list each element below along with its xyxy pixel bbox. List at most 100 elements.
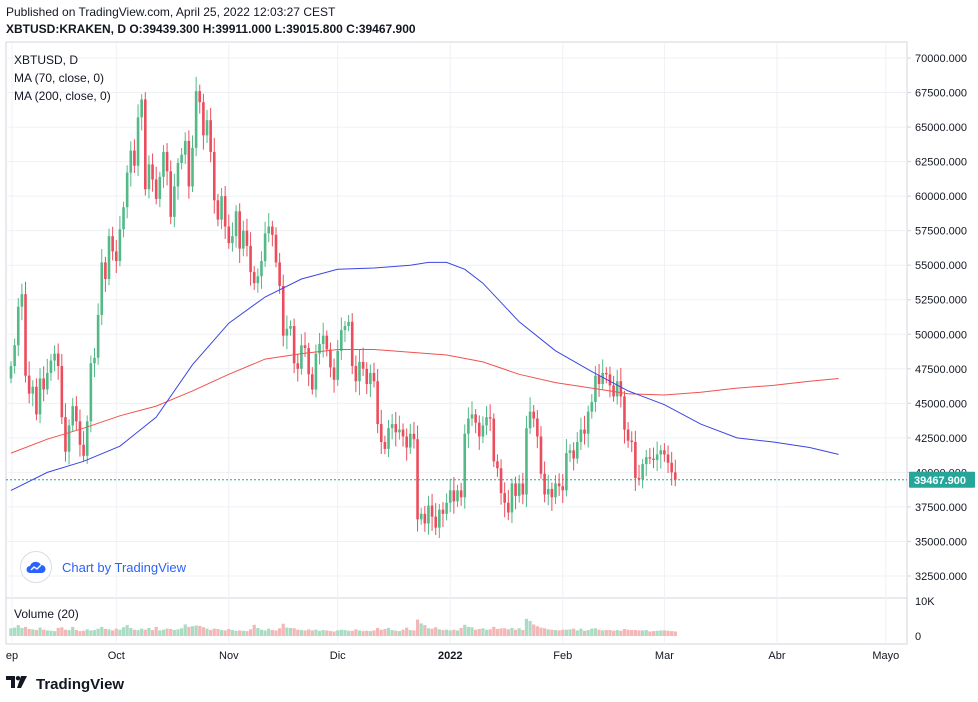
candle-body (514, 483, 517, 496)
volume-bar (252, 624, 256, 636)
volume-bar (586, 630, 590, 636)
y-tick-label: 55000.000 (915, 260, 967, 272)
candle-body (507, 502, 510, 513)
candle-body (488, 417, 492, 419)
volume-bar (74, 630, 78, 636)
ma70-legend[interactable]: MA (70, close, 0) (14, 71, 105, 85)
ma200-legend[interactable]: MA (200, close, 0) (14, 89, 111, 103)
candle-body (191, 147, 194, 187)
volume-legend[interactable]: Volume (20) (14, 607, 79, 621)
x-tick-label: 2022 (438, 650, 462, 662)
volume-bar (169, 629, 173, 636)
candle-body (583, 429, 586, 434)
candle-body (329, 349, 332, 368)
volume-bar (241, 630, 245, 636)
volume-bar (89, 630, 93, 636)
y-tick-label: 52500.000 (915, 295, 967, 307)
tradingview-logo-icon (6, 675, 30, 693)
y-tick-label: 32500.000 (915, 571, 967, 583)
volume-bar (346, 630, 351, 636)
volume-bar (350, 630, 354, 636)
candle-body (510, 483, 514, 513)
volume-bar (132, 629, 137, 636)
volume-bar (528, 620, 532, 636)
volume-bar (474, 629, 478, 636)
candle-body (575, 442, 579, 459)
volume-bar (484, 629, 489, 636)
volume-bar (85, 629, 89, 636)
volume-bar (354, 629, 358, 636)
volume-bar (488, 629, 492, 636)
candle-body (220, 196, 223, 220)
candle-body (532, 411, 536, 419)
volume-bar (103, 629, 107, 636)
volume-bar (129, 627, 133, 636)
volume-bar (82, 630, 86, 636)
volume-bar (299, 630, 303, 636)
volume-tick-label: 10K (915, 596, 935, 608)
candle-body (281, 285, 285, 336)
volume-bar (332, 631, 336, 636)
candle-body (626, 429, 630, 441)
candle-body (590, 401, 594, 412)
volume-bar (459, 627, 463, 636)
x-tick-label: Mayo (872, 650, 899, 662)
candle-body (173, 186, 176, 217)
volume-bar (212, 628, 216, 636)
tradingview-footer-logo[interactable]: TradingView (6, 675, 124, 693)
chart-by-tradingview[interactable]: Chart by TradingView (20, 551, 186, 583)
volume-bar (49, 630, 53, 636)
candle-body (296, 363, 300, 369)
volume-bar (379, 629, 383, 636)
volume-bar (256, 627, 260, 636)
candle-body (16, 306, 20, 346)
candle-body (176, 162, 180, 187)
volume-bar (136, 630, 140, 636)
volume-bar (209, 630, 213, 636)
symbol-legend: XBTUSD, D (14, 53, 79, 67)
candle-body (107, 236, 111, 280)
candle-body (75, 406, 78, 422)
candle-body (517, 483, 521, 496)
volume-bar (510, 627, 514, 636)
volume-bar (434, 627, 438, 636)
candle-body (96, 314, 100, 358)
volume-bar (499, 628, 503, 636)
candle-body (256, 276, 260, 284)
candle-body (659, 450, 663, 455)
candle-body (260, 261, 263, 277)
candle-body (637, 477, 641, 480)
candle-body (390, 424, 394, 429)
candle-body (416, 439, 419, 520)
volume-bar (114, 628, 118, 636)
volume-bar (397, 631, 402, 636)
candle-body (180, 154, 183, 163)
candle-body (550, 488, 554, 498)
candle-body (434, 516, 438, 528)
candle-body (20, 294, 24, 307)
volume-bar (405, 627, 409, 636)
candle-body (114, 251, 118, 262)
candle-body (605, 372, 608, 375)
candle-body (673, 472, 677, 480)
candle-body (234, 211, 238, 237)
volume-bar (521, 630, 525, 636)
volume-bar (376, 627, 380, 636)
candle-body (666, 454, 670, 463)
candle-body (412, 433, 416, 440)
candle-body (162, 151, 165, 177)
volume-bar (651, 631, 656, 636)
candle-body (492, 418, 496, 462)
volume-bar (492, 626, 496, 636)
volume-bar (412, 630, 416, 636)
candle-body (568, 450, 572, 454)
volume-bar (216, 629, 220, 636)
candle-body (452, 490, 456, 502)
volume-bar (575, 630, 579, 636)
volume-bar (96, 628, 100, 636)
y-tick-label: 67500.000 (915, 88, 967, 100)
candle-body (619, 381, 623, 397)
volume-bar (9, 628, 13, 636)
volume-bar (310, 630, 314, 636)
